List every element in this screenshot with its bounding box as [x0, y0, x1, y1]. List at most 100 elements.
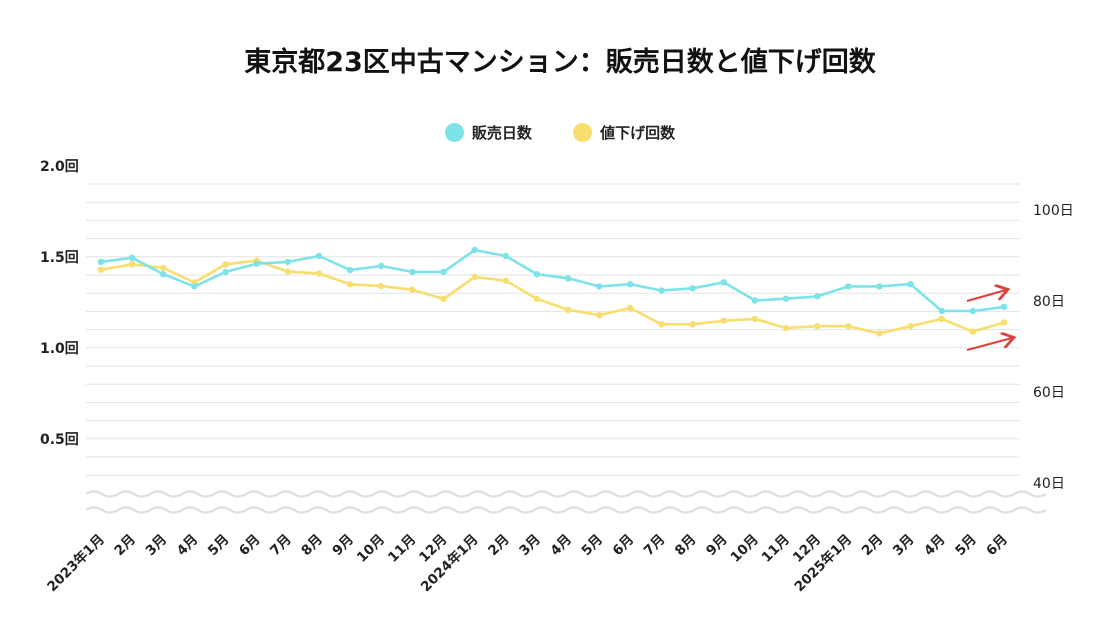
- data-point: [440, 296, 446, 302]
- data-point: [222, 261, 228, 267]
- data-point: [254, 261, 260, 267]
- data-point: [596, 312, 602, 318]
- y-right-tick-label: 80日: [1033, 294, 1065, 310]
- series-lines: [101, 250, 1004, 333]
- data-point: [191, 283, 197, 289]
- data-point: [783, 296, 789, 302]
- data-point: [503, 278, 509, 284]
- data-point: [316, 253, 322, 259]
- x-tick-label: 3月: [143, 532, 171, 560]
- data-point: [160, 271, 166, 277]
- data-point: [472, 247, 478, 253]
- trend-arrow: [967, 290, 1006, 301]
- y-right-tick-label: 60日: [1033, 385, 1065, 401]
- data-point: [285, 259, 291, 265]
- data-point: [939, 308, 945, 314]
- x-tick-label: 8月: [672, 532, 700, 560]
- data-point: [378, 263, 384, 269]
- data-point: [939, 316, 945, 322]
- x-tick-label: 4月: [921, 532, 949, 560]
- data-point: [814, 323, 820, 329]
- x-tick-label: 11月: [385, 532, 419, 566]
- data-point: [378, 283, 384, 289]
- data-point: [409, 287, 415, 293]
- data-point: [970, 328, 976, 334]
- data-point: [222, 269, 228, 275]
- data-point: [627, 305, 633, 311]
- data-point: [752, 316, 758, 322]
- x-tick-label: 9月: [329, 532, 357, 560]
- y-left-tick-label: 2.0回: [40, 159, 79, 175]
- data-point: [409, 269, 415, 275]
- axis-break-wave: [86, 508, 1046, 513]
- data-point: [876, 283, 882, 289]
- data-point: [783, 325, 789, 331]
- data-point: [1001, 304, 1007, 310]
- x-tick-label: 7月: [267, 532, 295, 560]
- y-left-tick-label: 1.5回: [40, 250, 79, 266]
- gridlines: [86, 184, 1020, 475]
- data-point: [845, 283, 851, 289]
- data-point: [845, 323, 851, 329]
- data-point: [689, 321, 695, 327]
- data-point: [689, 285, 695, 291]
- x-tick-label: 6月: [610, 532, 638, 560]
- data-point: [285, 268, 291, 274]
- data-point: [565, 307, 571, 313]
- x-tick-label: 10月: [728, 532, 762, 566]
- data-point: [129, 261, 135, 267]
- x-tick-label: 3月: [516, 532, 544, 560]
- data-point: [658, 287, 664, 293]
- x-tick-label: 3月: [890, 532, 918, 560]
- data-point: [1001, 319, 1007, 325]
- data-point: [129, 255, 135, 261]
- data-point: [970, 308, 976, 314]
- y-left-tick-label: 1.0回: [40, 341, 79, 357]
- x-tick-label: 10月: [354, 532, 388, 566]
- x-tick-label: 9月: [703, 532, 731, 560]
- data-point: [596, 283, 602, 289]
- data-point: [347, 267, 353, 273]
- series-line-0: [101, 250, 1004, 311]
- data-point: [752, 297, 758, 303]
- data-point: [658, 321, 664, 327]
- x-tick-label: 6月: [236, 532, 264, 560]
- series-points: [98, 247, 1007, 337]
- x-tick-label: 7月: [641, 532, 669, 560]
- data-point: [627, 281, 633, 287]
- data-point: [98, 267, 104, 273]
- data-point: [534, 271, 540, 277]
- data-point: [347, 281, 353, 287]
- right-axis-ticks: 100日 80日 60日 40日: [1033, 203, 1074, 492]
- x-tick-label: 5月: [205, 532, 233, 560]
- x-tick-label: 2月: [111, 532, 139, 560]
- axis-break-wave: [86, 492, 1046, 497]
- data-point: [98, 259, 104, 265]
- data-point: [534, 296, 540, 302]
- data-point: [503, 253, 509, 259]
- x-tick-label: 5月: [952, 532, 980, 560]
- x-tick-label: 8月: [298, 532, 326, 560]
- x-tick-label: 4月: [174, 532, 202, 560]
- axis-break-waves: [86, 492, 1046, 513]
- x-tick-label: 2月: [485, 532, 513, 560]
- data-point: [472, 274, 478, 280]
- data-point: [160, 265, 166, 271]
- x-tick-label: 2023年1月: [44, 531, 108, 595]
- data-point: [907, 281, 913, 287]
- data-point: [565, 275, 571, 281]
- y-right-tick-label: 100日: [1033, 203, 1074, 219]
- y-right-tick-label: 40日: [1033, 476, 1065, 492]
- x-tick-label: 11月: [759, 532, 793, 566]
- x-tick-label: 2月: [859, 532, 887, 560]
- data-point: [907, 323, 913, 329]
- x-tick-label: 6月: [983, 532, 1011, 560]
- y-left-tick-label: 0.5回: [40, 432, 79, 448]
- data-point: [316, 270, 322, 276]
- data-point: [440, 269, 446, 275]
- series-line-1: [101, 261, 1004, 334]
- data-point: [876, 330, 882, 336]
